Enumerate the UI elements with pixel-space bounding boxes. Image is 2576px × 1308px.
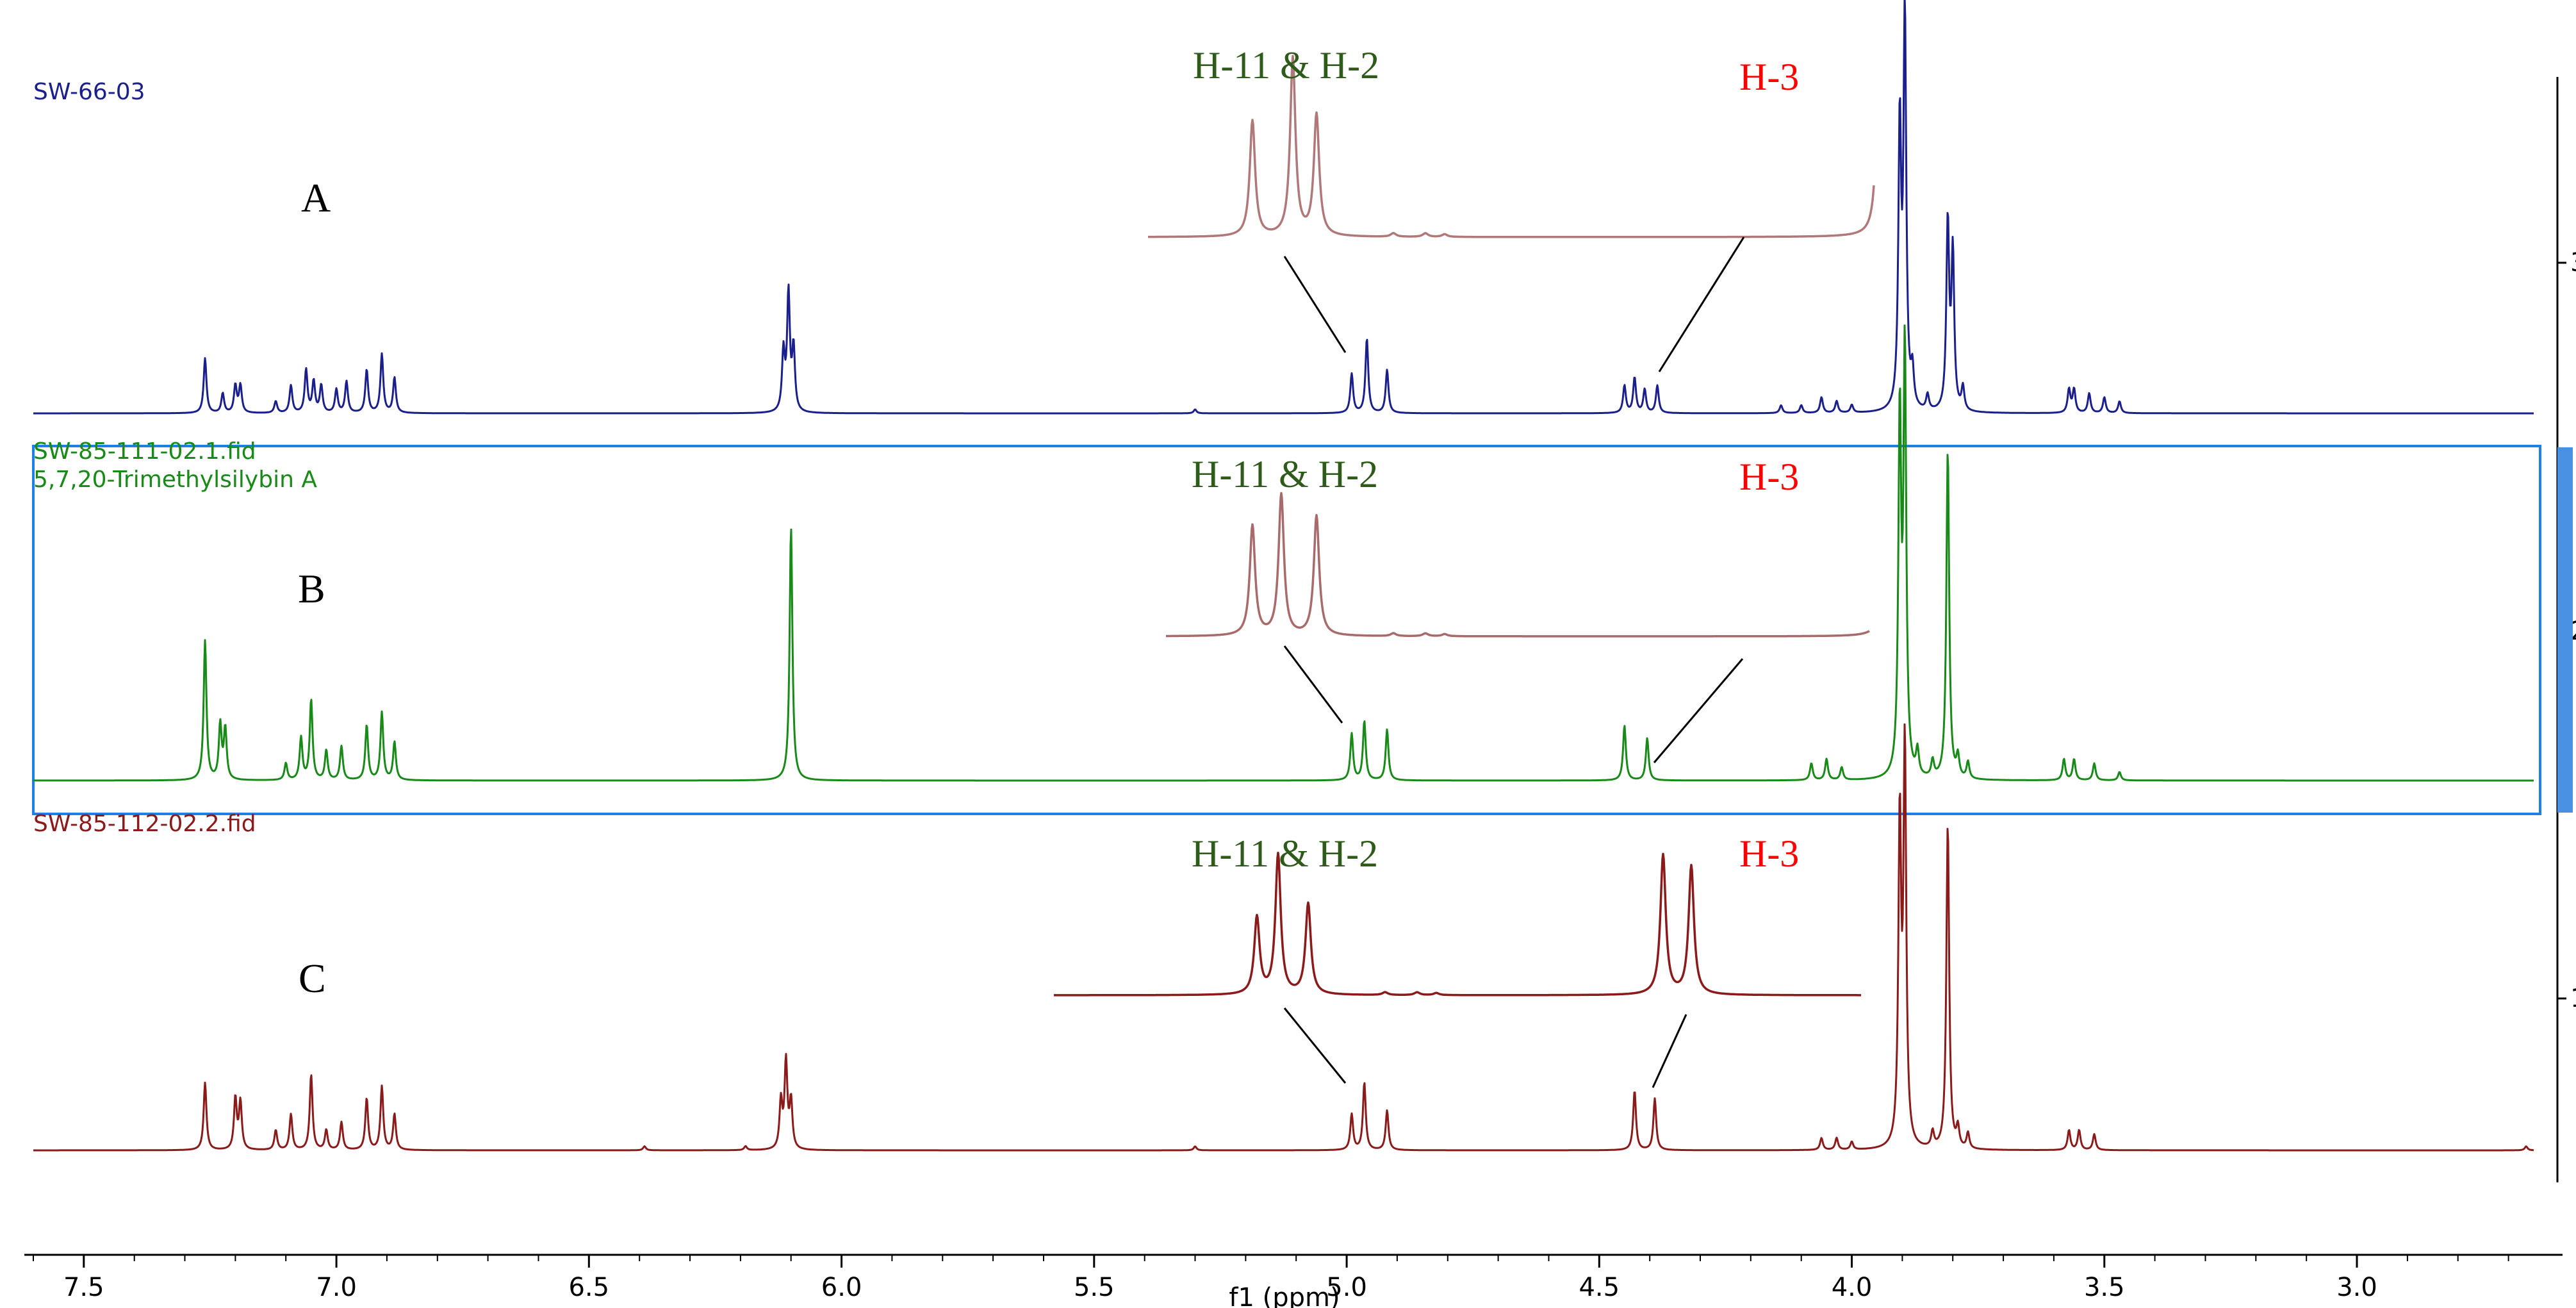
dataset-label: 5,7,20-Trimethylsilybin A	[33, 467, 317, 493]
zoom-inset: H-11 & H-2 H-3	[1165, 453, 1870, 763]
selected-spectrum-bar[interactable]	[2557, 447, 2573, 813]
inset-connector-line	[1283, 645, 1343, 724]
x-axis: 7.5 7.0 6.5 6.0 5.5 5.0 4.5 4.0 3.5 3.0 f1 (ppm)	[24, 1254, 2563, 1308]
spectrum-trace[interactable]	[33, 324, 2534, 782]
inset-connector-line	[1658, 236, 1745, 372]
inset-connector-line	[1283, 1007, 1347, 1084]
spectrum-panel-a[interactable]: SW-66-03 A H-11 & H-2 H-3	[33, 0, 2534, 415]
zoom-inset: H-11 & H-2 H-3	[1053, 832, 1862, 1088]
panel-letter: A	[301, 175, 331, 220]
panel-letter: B	[298, 566, 325, 611]
dataset-label: SW-66-03	[33, 79, 145, 105]
x-axis-tick-label: 5.5	[1074, 1273, 1115, 1302]
inset-connector-line	[1653, 658, 1744, 763]
peak-label-h11-h2: H-11 & H-2	[1192, 832, 1378, 875]
panel-letter: C	[299, 956, 326, 1001]
right-axis-tick-label: 1	[2570, 984, 2576, 1013]
inset-connector-line	[1652, 1014, 1687, 1088]
peak-label-h11-h2: H-11 & H-2	[1193, 44, 1379, 87]
right-axis-tick-label: 2	[2570, 617, 2576, 646]
x-axis-label: f1 (ppm)	[1229, 1283, 1340, 1308]
spectrum-panel-b[interactable]: SW-85-111-02.1.fid5,7,20-Trimethylsilybi…	[32, 324, 2573, 815]
inset-trace	[1165, 492, 1870, 638]
spectrum-panel-c[interactable]: SW-85-112-02.2.fid C H-11 & H-2 H-3	[33, 723, 2534, 1152]
peak-label-h11-h2: H-11 & H-2	[1192, 453, 1378, 495]
peak-label-h3: H-3	[1739, 56, 1799, 98]
inset-trace	[1147, 54, 1875, 238]
x-axis-tick-label: 6.0	[821, 1273, 862, 1302]
peak-label-h3: H-3	[1739, 456, 1799, 498]
inset-connector-line	[1283, 256, 1347, 353]
x-axis-tick-label: 6.5	[568, 1273, 609, 1302]
x-axis-tick-label: 4.5	[1579, 1273, 1620, 1302]
selected-spectrum-frame[interactable]	[32, 445, 2541, 815]
x-axis-tick-label: 5.0	[1326, 1273, 1367, 1302]
x-axis-tick-label: 3.5	[2084, 1273, 2125, 1302]
x-axis-tick-label: 7.0	[316, 1273, 357, 1302]
inset-trace	[1053, 851, 1862, 997]
dataset-label: SW-85-111-02.1.fid	[33, 438, 256, 465]
peak-label-h3: H-3	[1739, 832, 1799, 875]
x-axis-tick-label: 4.0	[1832, 1273, 1873, 1302]
zoom-inset: H-11 & H-2 H-3	[1147, 44, 1875, 372]
right-axis-tick-label: 3	[2570, 248, 2576, 277]
spectrum-trace[interactable]	[33, 0, 2534, 415]
x-axis-tick-label: 3.0	[2336, 1273, 2377, 1302]
x-axis-tick-label: 7.5	[63, 1273, 104, 1302]
spectrum-trace[interactable]	[33, 723, 2534, 1152]
dataset-label: SW-85-112-02.2.fid	[33, 811, 256, 837]
